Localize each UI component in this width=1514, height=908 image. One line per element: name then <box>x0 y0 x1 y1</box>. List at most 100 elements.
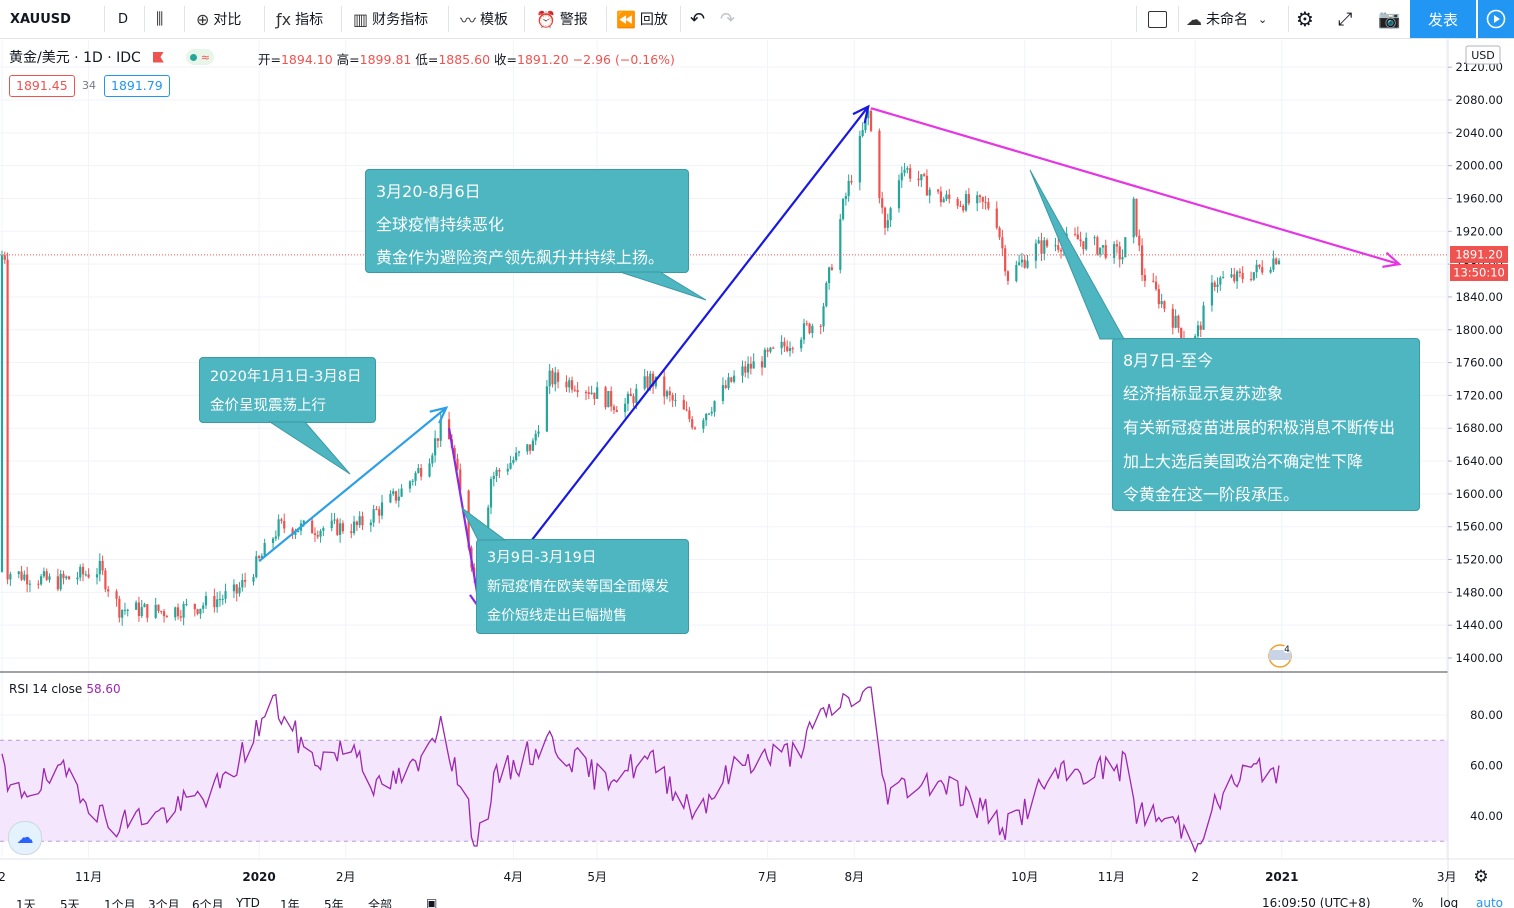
fullscreen-button[interactable]: ⤢ <box>1338 0 1352 38</box>
alerts-button[interactable]: ⏰ 警报 <box>536 0 588 38</box>
candle-body <box>551 370 554 385</box>
candle-body <box>255 556 258 578</box>
trend-arrow[interactable] <box>258 406 447 563</box>
change-value: −2.96 (−0.16%) <box>572 52 675 67</box>
rewind-icon: ⏪ <box>616 9 636 29</box>
candle-body <box>428 463 431 477</box>
snapshot-button[interactable]: 📷 <box>1378 0 1400 38</box>
candle-body <box>294 532 297 535</box>
candle-body <box>375 509 378 511</box>
range-button[interactable]: 5天 <box>60 898 80 908</box>
candle-body <box>434 438 437 456</box>
market-status-badge[interactable]: ≈ <box>185 49 215 65</box>
candle-body <box>1171 308 1174 328</box>
candle-body <box>788 348 792 352</box>
financials-button[interactable]: ▥ 财务指标 <box>353 0 428 38</box>
candle-body <box>6 259 9 580</box>
candle-body <box>1026 260 1029 268</box>
callout-mar-crash[interactable]: 3月9日-3月19日 新冠疫情在欧美等国全面爆发 金价短线走出巨幅抛售 <box>476 539 689 634</box>
candle-body <box>668 391 671 396</box>
currency-label: USD <box>1471 49 1495 62</box>
price-scale[interactable]: 2120.002080.002040.002000.001960.001920.… <box>1448 60 1503 665</box>
rsi-scale[interactable]: 80.00 60.00 40.00 <box>1470 708 1503 823</box>
last-price-label: 1891.20 <box>1455 248 1503 262</box>
candle-body <box>28 583 32 585</box>
settings-button[interactable]: ⚙ <box>1296 0 1314 38</box>
candle-body <box>316 534 319 537</box>
square-icon <box>1148 10 1167 28</box>
range-button[interactable]: YTD <box>236 896 260 908</box>
candle-body <box>160 611 163 613</box>
trend-arrow[interactable] <box>478 105 870 608</box>
range-button[interactable]: 6个月 <box>192 898 224 908</box>
events-marker[interactable]: 4 <box>1268 644 1292 668</box>
candle-body <box>691 419 694 428</box>
replay-button[interactable]: ⏪ 回放 <box>616 0 668 38</box>
clock-label[interactable]: 16:09:50 (UTC+8) <box>1262 896 1371 908</box>
fullscreen-layout-button[interactable] <box>1148 0 1167 38</box>
gear-settings-bottom[interactable]: ⚙ <box>1473 867 1488 887</box>
range-button[interactable]: 1天 <box>16 898 36 908</box>
candle-body <box>1113 244 1116 258</box>
symbol-search[interactable]: XAUUSD <box>10 11 71 27</box>
interval-button[interactable]: D <box>118 11 129 27</box>
candle-body <box>277 519 280 537</box>
callout-aug-now[interactable]: 8月7日-至今 经济指标显示复苏迹象 有关新冠疫苗进展的积极消息不断传出 加上大… <box>1112 338 1420 511</box>
candle-body <box>333 519 336 521</box>
callout-line: 8月7日-至今 <box>1123 351 1214 370</box>
candle-body <box>800 339 803 349</box>
range-button[interactable]: 全部 <box>368 898 393 908</box>
redo-button[interactable]: ↷ <box>720 0 735 38</box>
chart-style-button[interactable]: ⫼ <box>156 0 167 38</box>
time-tick-label: 10月 <box>1011 870 1038 884</box>
candle-body <box>1034 243 1037 261</box>
candle-body <box>1255 264 1258 273</box>
alerts-label: 警报 <box>559 12 588 28</box>
sell-price-button[interactable]: 1891.45 <box>9 75 75 97</box>
low-value: 1885.60 <box>438 52 491 67</box>
candle-body <box>257 556 261 558</box>
candle-body <box>741 366 744 376</box>
time-scale[interactable]: 2 11月 2020 2月 4月 5月 7月 8月 10月 11月 2 2021 3月 <box>0 870 1456 884</box>
candle-body <box>1082 241 1085 250</box>
candle-body <box>615 409 618 412</box>
log-toggle[interactable]: log <box>1440 896 1459 908</box>
rsi-tick-label: 80.00 <box>1470 708 1503 722</box>
candle-body <box>1238 271 1241 273</box>
undo-button[interactable]: ↶ <box>690 0 705 38</box>
symbol-legend[interactable]: 黄金/美元 · 1D · IDC ≈ <box>9 47 215 67</box>
range-button[interactable]: 5年 <box>324 898 344 908</box>
trend-arrow[interactable] <box>870 107 1400 266</box>
replay-play-button[interactable] <box>1478 0 1514 38</box>
percent-toggle[interactable]: % <box>1412 896 1424 908</box>
callout-mar-aug[interactable]: 3月20-8月6日 全球疫情持续恶化 黄金作为避险资产领先飙升并持续上扬。 <box>365 169 689 273</box>
auto-toggle[interactable]: auto <box>1476 896 1504 908</box>
candle-body <box>162 611 166 617</box>
candle-body <box>1118 246 1121 260</box>
templates-button[interactable]: 〰模板 <box>460 0 508 38</box>
candle-body <box>752 361 755 369</box>
candle-body <box>392 491 395 494</box>
rsi-legend[interactable]: RSI 14 close 58.60 <box>9 682 121 696</box>
buy-price-button[interactable]: 1891.79 <box>104 75 170 97</box>
indicators-label: 指标 <box>295 12 324 28</box>
tradingview-logo[interactable]: ☁ <box>8 821 42 855</box>
date-range-icon[interactable]: ▣ <box>426 896 438 908</box>
publish-button[interactable]: 发表 <box>1410 0 1476 38</box>
candle-body <box>322 528 325 531</box>
candle-body <box>1202 305 1205 330</box>
currency-badge[interactable]: USD <box>1465 45 1501 65</box>
candle-body <box>185 604 188 606</box>
compare-button[interactable]: ⊕ 对比 <box>196 0 241 38</box>
range-button[interactable]: 1个月 <box>104 898 136 908</box>
indicators-button[interactable]: ƒx 指标 <box>276 0 323 38</box>
callout-jan-mar[interactable]: 2020年1月1日-3月8日 金价呈现震荡上行 <box>199 357 376 423</box>
toolbar-divider <box>144 6 145 32</box>
candle-body <box>1059 249 1063 252</box>
candle-body <box>389 493 392 503</box>
range-button[interactable]: 3个月 <box>148 898 180 908</box>
layout-name-button[interactable]: ☁ 未命名 ⌄ <box>1186 0 1267 38</box>
candle-body <box>917 178 920 181</box>
range-button[interactable]: 1年 <box>280 898 300 908</box>
